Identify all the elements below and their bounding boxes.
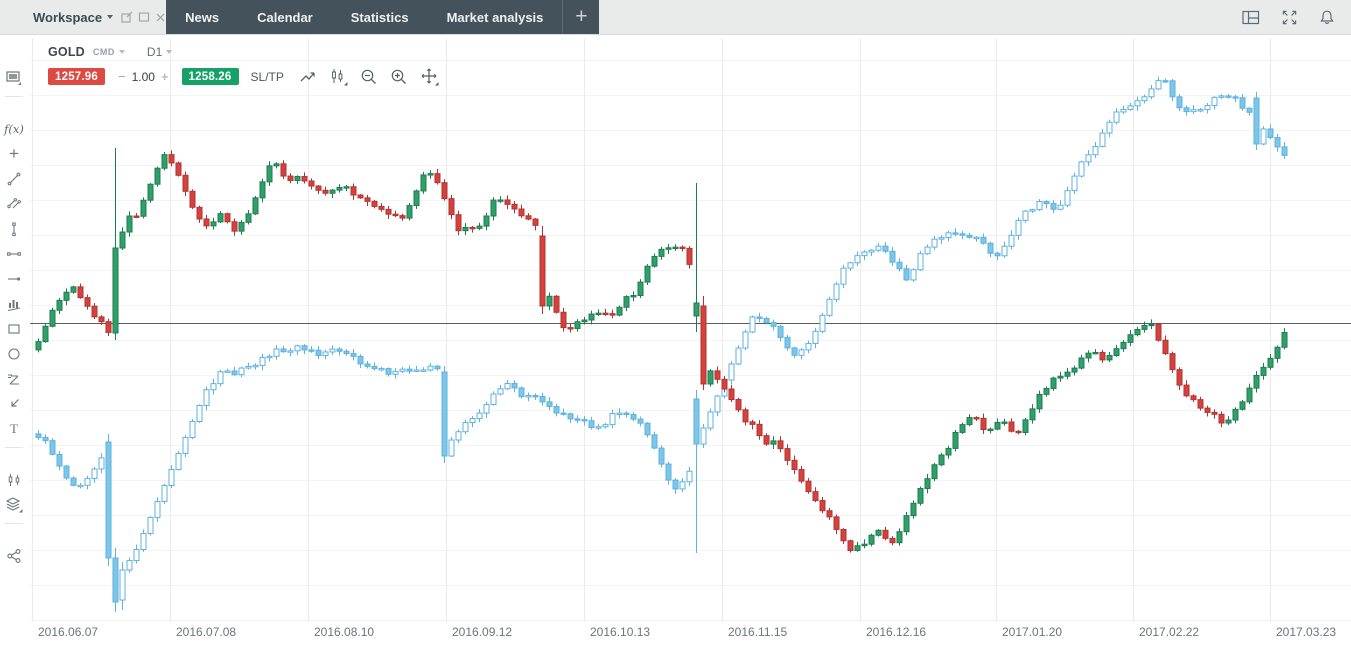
- top-bar: Workspace News Calendar Statistics Marke…: [0, 0, 1351, 35]
- pointer-arrow-icon: [11, 398, 19, 407]
- toolbar-divider: [5, 523, 23, 524]
- trend-lines-button[interactable]: [298, 68, 317, 86]
- tool-object-layers[interactable]: [0, 492, 28, 517]
- candlestick-type-icon: [331, 69, 348, 86]
- vertical-line-icon: [12, 222, 16, 236]
- tool-parallel-channel[interactable]: [0, 191, 28, 216]
- tab-news[interactable]: News: [166, 0, 239, 34]
- rectangle-icon: [8, 323, 20, 334]
- symbol-label: GOLD: [48, 45, 85, 59]
- zoom-out-button[interactable]: [360, 68, 378, 86]
- tab-statistics[interactable]: Statistics: [331, 0, 428, 34]
- pan-crosshair-icon: [421, 68, 439, 86]
- volume-profile-icon: [7, 299, 21, 311]
- svg-text:2016.06.07: 2016.06.07: [38, 625, 98, 639]
- compare-candles-icon: [8, 473, 20, 486]
- fullscreen-icon[interactable]: [1281, 9, 1298, 26]
- gold-series: [35, 148, 1288, 553]
- add-tab-button[interactable]: +: [562, 0, 600, 34]
- instrument-type-badge: CMD: [92, 47, 115, 57]
- drawing-toolbar: f(x) +: [0, 35, 28, 648]
- toolbar-divider: [5, 447, 23, 448]
- toolbar-divider: [5, 96, 23, 97]
- tool-vertical-line[interactable]: [0, 216, 28, 241]
- sltp-button[interactable]: SL/TP: [250, 69, 284, 84]
- tool-volume-profile[interactable]: [0, 291, 28, 316]
- svg-text:2016.11.15: 2016.11.15: [728, 625, 787, 639]
- tab-market-analysis[interactable]: Market analysis: [427, 0, 563, 34]
- svg-text:2017.01.20: 2017.01.20: [1002, 625, 1062, 639]
- nav-tabs: News Calendar Statistics Market analysis: [166, 0, 563, 34]
- parallel-channel-icon: [7, 197, 21, 208]
- edit-workspace-icon[interactable]: [121, 11, 133, 23]
- chart-view-icon: [6, 70, 21, 85]
- tool-text[interactable]: T: [10, 420, 18, 436]
- volume-stepper: − 1.00 +: [112, 68, 175, 85]
- trend-line-icon: [7, 172, 21, 185]
- svg-text:2017.02.22: 2017.02.22: [1139, 625, 1199, 639]
- zoom-in-icon: [391, 69, 406, 84]
- overlay-series: [35, 76, 1288, 612]
- chevron-down-icon[interactable]: [118, 50, 125, 54]
- svg-text:2016.07.08: 2016.07.08: [176, 625, 236, 639]
- pan-button[interactable]: [420, 67, 439, 86]
- chart-tools: [298, 67, 439, 86]
- horizontal-ray-icon: [8, 277, 20, 280]
- svg-text:2016.08.10: 2016.08.10: [314, 625, 374, 639]
- tool-chart-view[interactable]: [0, 65, 28, 90]
- tool-trend-line[interactable]: [0, 166, 28, 191]
- tool-fibonacci[interactable]: [0, 366, 28, 391]
- topbar-right-icons: [1242, 0, 1351, 34]
- chevron-down-icon: [107, 15, 114, 19]
- tool-pointer[interactable]: [0, 391, 28, 416]
- horizontal-line-icon: [7, 251, 21, 256]
- layers-icon: [5, 497, 23, 513]
- trade-bar: 1257.96 − 1.00 + 1258.26 SL/TP: [48, 67, 439, 86]
- chevron-down-icon[interactable]: [166, 50, 173, 54]
- volume-value[interactable]: 1.00: [131, 69, 155, 84]
- volume-increase-button[interactable]: +: [160, 69, 169, 84]
- svg-text:2016.09.12: 2016.09.12: [452, 625, 512, 639]
- tool-indicators[interactable]: f(x): [4, 121, 24, 136]
- zoom-out-icon: [361, 69, 376, 84]
- tool-horizontal-line[interactable]: [0, 241, 28, 266]
- layout-panels-icon[interactable]: [1242, 10, 1260, 25]
- buy-button[interactable]: 1258.26: [181, 68, 239, 85]
- ellipse-icon: [8, 347, 20, 360]
- trend-lines-icon: [300, 71, 315, 81]
- fibonacci-icon: [8, 374, 19, 385]
- tool-crosshair[interactable]: +: [9, 144, 19, 163]
- svg-text:2016.12.16: 2016.12.16: [866, 625, 926, 639]
- workspace-tab[interactable]: Workspace: [0, 0, 166, 34]
- workspace-label: Workspace: [33, 9, 103, 25]
- share-icon: [7, 548, 21, 563]
- x-axis-labels: 2016.06.07 2016.07.08 2016.08.10 2016.09.12…: [38, 625, 1336, 639]
- chart-type-button[interactable]: [329, 67, 348, 86]
- notifications-bell-icon[interactable]: [1319, 9, 1335, 25]
- tool-horizontal-ray[interactable]: [0, 266, 28, 291]
- svg-text:2016.10.13: 2016.10.13: [590, 625, 650, 639]
- tool-ellipse[interactable]: [0, 341, 28, 366]
- timeframe-selector[interactable]: D1: [146, 45, 163, 59]
- tool-share[interactable]: [0, 543, 28, 568]
- sell-button[interactable]: 1257.96: [48, 68, 105, 85]
- zoom-in-button[interactable]: [390, 68, 408, 86]
- new-window-icon[interactable]: [138, 11, 150, 23]
- tool-rectangle[interactable]: [0, 316, 28, 341]
- svg-text:2017.03.23: 2017.03.23: [1276, 625, 1336, 639]
- tab-calendar[interactable]: Calendar: [238, 0, 332, 34]
- instrument-header: GOLD CMD D1: [48, 44, 173, 60]
- tool-compare-candles[interactable]: [0, 467, 28, 492]
- close-workspace-icon[interactable]: [155, 12, 166, 23]
- volume-decrease-button[interactable]: −: [117, 69, 126, 84]
